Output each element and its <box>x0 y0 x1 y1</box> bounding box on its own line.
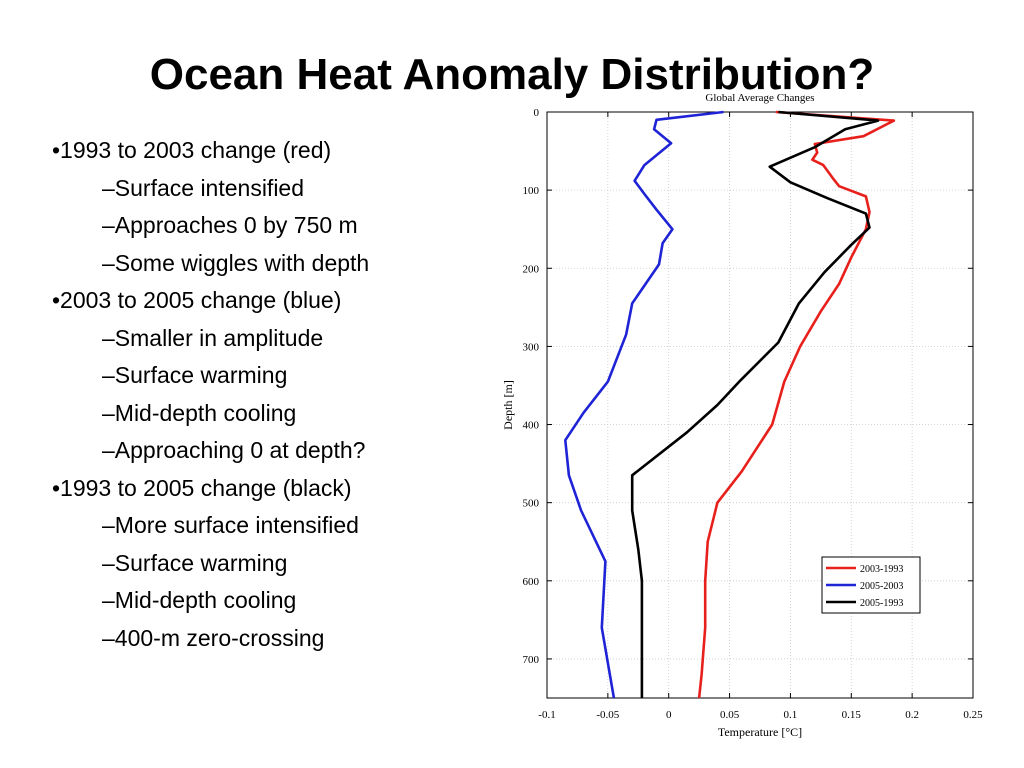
bullet-blue-change: •2003 to 2005 change (blue) –Smaller in … <box>52 282 492 470</box>
sub-item: –More surface intensified <box>102 512 359 538</box>
bullet-text: •2003 to 2005 change (blue) <box>52 287 342 313</box>
y-axis-label: Depth [m] <box>501 380 515 430</box>
sub-item: –Smaller in amplitude <box>102 324 324 351</box>
y-tick-label: 500 <box>523 498 540 510</box>
sub-item: –Surface warming <box>102 362 288 388</box>
x-tick-label: 0.05 <box>720 709 740 721</box>
x-axis-label: Temperature [°C] <box>718 725 802 739</box>
sub-item: –Surface warming <box>102 549 288 576</box>
sub-item: –Approaches 0 by 750 m <box>102 212 358 238</box>
y-tick-label: 700 <box>523 654 540 666</box>
y-tick-label: 600 <box>523 576 540 588</box>
sub-list: –Smaller in amplitude –Surface warming –… <box>52 320 492 470</box>
y-tick-label: 100 <box>523 185 540 197</box>
bullet-list: •1993 to 2003 change (red) –Surface inte… <box>52 132 492 657</box>
sub-item: –Surface intensified <box>102 174 305 201</box>
sub-item: –Approaching 0 at depth? <box>102 437 366 463</box>
bullet-red-change: •1993 to 2003 change (red) –Surface inte… <box>52 132 492 282</box>
y-tick-label: 200 <box>523 263 540 275</box>
sub-item: –400-m zero-crossing <box>102 624 325 651</box>
x-tick-label: 0.25 <box>963 709 983 721</box>
y-tick-label: 300 <box>523 341 540 353</box>
plot-frame <box>546 111 974 699</box>
x-tick-label: -0.05 <box>596 709 619 721</box>
x-tick-label: 0.2 <box>905 709 919 721</box>
chart-title: Global Average Changes <box>705 92 814 104</box>
x-tick-label: 0.15 <box>842 709 862 721</box>
sub-item: –Some wiggles with depth <box>102 249 370 276</box>
y-tick-label: 400 <box>523 420 540 432</box>
bullet-text: •1993 to 2005 change (black) <box>52 474 352 501</box>
series-line-2005-2003 <box>563 110 724 699</box>
legend-entry: 2005-2003 <box>860 581 903 592</box>
y-tick-label: 0 <box>534 107 540 119</box>
x-tick-label: 0 <box>666 709 672 721</box>
sub-list: –More surface intensified –Surface warmi… <box>52 507 492 657</box>
series-line-2005-1993 <box>630 110 880 698</box>
x-tick-label: -0.1 <box>538 709 555 721</box>
bullet-black-change: •1993 to 2005 change (black) –More surfa… <box>52 470 492 658</box>
sub-list: –Surface intensified –Approaches 0 by 75… <box>52 170 492 283</box>
legend-entry: 2003-1993 <box>860 564 903 575</box>
sub-item: –Mid-depth cooling <box>102 587 297 613</box>
sub-item: –Mid-depth cooling <box>102 399 297 426</box>
series-line-2003-1993 <box>697 110 896 699</box>
slide-title: Ocean Heat Anomaly Distribution? <box>149 50 875 100</box>
x-tick-label: 0.1 <box>784 709 798 721</box>
legend-entry: 2005-1993 <box>860 598 903 609</box>
bullet-text: •1993 to 2003 change (red) <box>52 137 332 163</box>
